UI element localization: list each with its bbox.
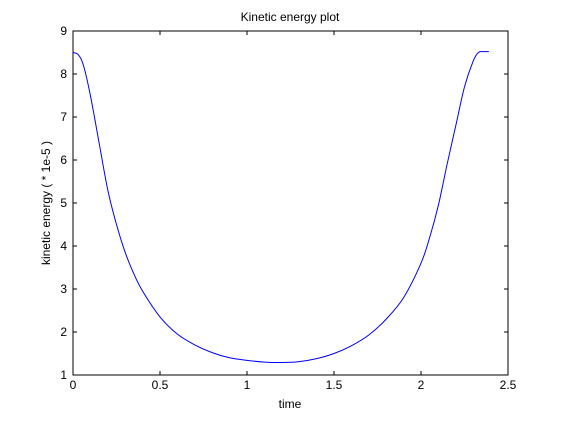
y-tick-label: 8 xyxy=(60,67,67,81)
y-tick-label: 4 xyxy=(60,239,67,253)
x-tick-label: 1 xyxy=(244,378,251,392)
y-tick-label: 7 xyxy=(60,110,67,124)
x-tick-label: 1.5 xyxy=(326,378,343,392)
x-tick-label: 2.5 xyxy=(500,378,517,392)
y-tick-label: 5 xyxy=(60,196,67,210)
series-layer xyxy=(72,51,489,364)
axis-ticks: 0 0.5 1 1.5 2 2.5 1 2 3 4 5 6 7 8 9 xyxy=(60,24,516,392)
y-tick-label: 9 xyxy=(60,24,67,38)
chart-title: Kinetic energy plot xyxy=(241,10,340,24)
x-tick-label: 0.5 xyxy=(152,378,169,392)
y-tick-label: 3 xyxy=(60,282,67,296)
plot-area xyxy=(72,30,509,376)
y-tick-label: 1 xyxy=(60,368,67,382)
y-tick-label: 2 xyxy=(60,325,67,339)
x-axis-label: time xyxy=(279,397,302,411)
x-tick-label: 2 xyxy=(418,378,425,392)
series-line xyxy=(72,51,489,364)
x-tick-label: 0 xyxy=(70,378,77,392)
y-tick-label: 6 xyxy=(60,153,67,167)
y-axis-label: kinetic energy ( * 1e-5 ) xyxy=(39,141,53,265)
